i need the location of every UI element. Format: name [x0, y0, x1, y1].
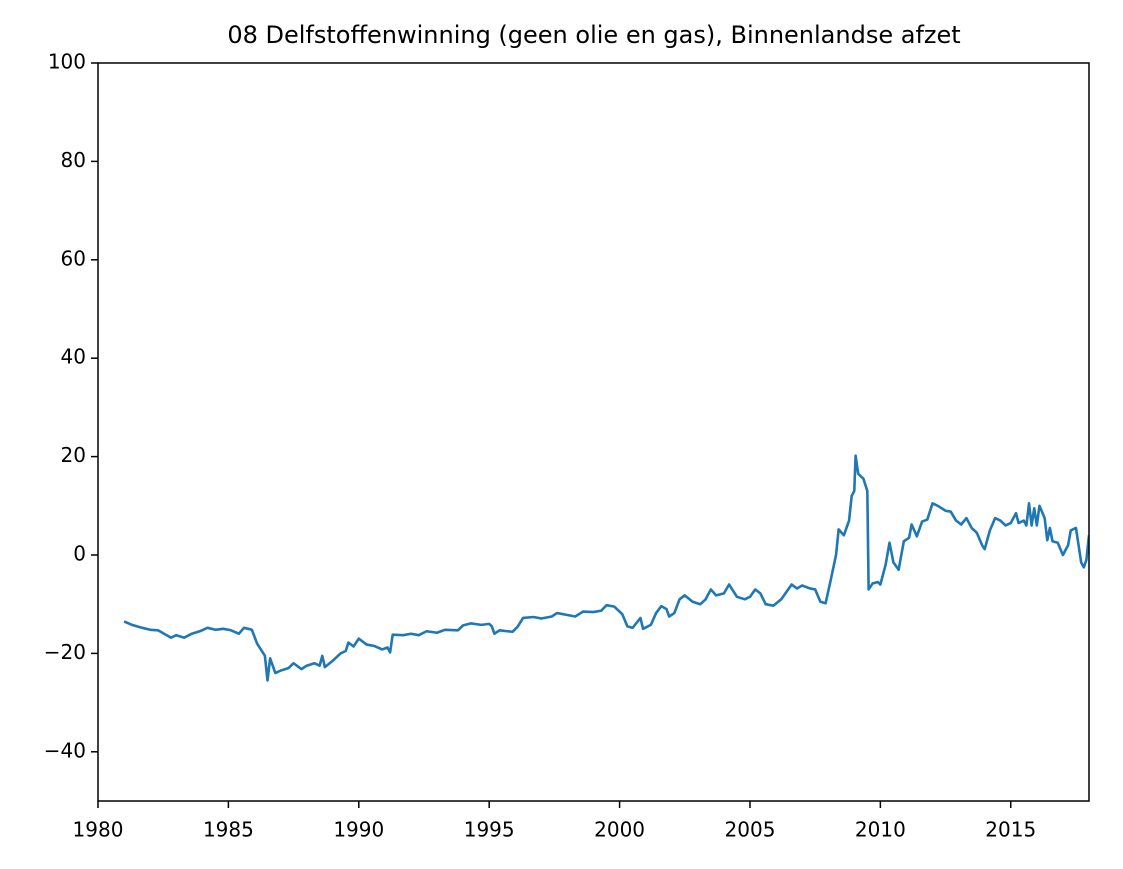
chart-title: 08 Delfstoffenwinning (geen olie en gas)…	[227, 21, 960, 49]
x-tick-label: 1980	[73, 818, 124, 842]
y-tick-label: 80	[61, 148, 86, 172]
y-tick-label: 40	[61, 345, 86, 369]
x-tick-label: 2015	[985, 818, 1036, 842]
y-tick-label: −40	[44, 738, 86, 762]
data-line	[123, 454, 1089, 682]
y-tick-label: 60	[61, 246, 86, 270]
y-tick-label: 0	[73, 542, 86, 566]
x-tick-label: 2005	[725, 818, 776, 842]
x-tick-label: 1995	[464, 818, 515, 842]
y-tick-label: 100	[48, 50, 86, 74]
x-tick-label: 1985	[203, 818, 254, 842]
y-tick-label: 20	[61, 443, 86, 467]
plot-frame	[97, 62, 1090, 802]
x-tick-label: 2010	[855, 818, 906, 842]
y-tick-label: −20	[44, 640, 86, 664]
x-tick-label: 1990	[333, 818, 384, 842]
x-tick-label: 2000	[594, 818, 645, 842]
